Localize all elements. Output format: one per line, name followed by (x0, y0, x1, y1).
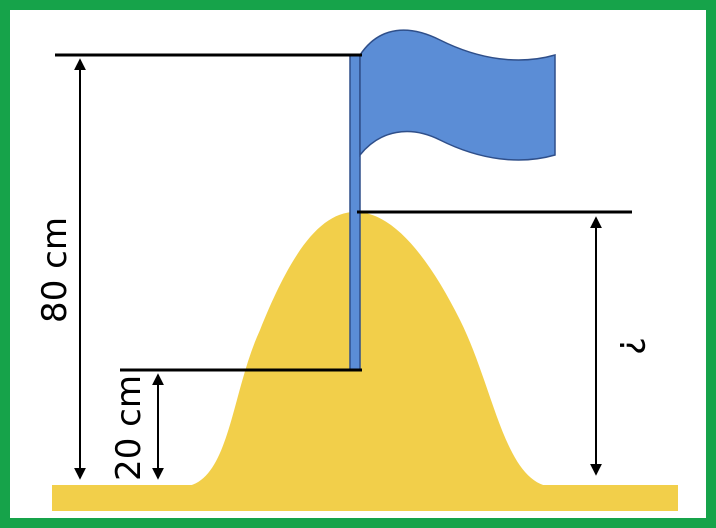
base-height-label: 20 cm (109, 375, 149, 481)
total-height-label: 80 cm (35, 217, 75, 323)
sand-ground (52, 485, 678, 511)
flag-cloth (359, 29, 556, 161)
sand-mound (180, 211, 555, 487)
unknown-height-label: ? (611, 337, 651, 355)
